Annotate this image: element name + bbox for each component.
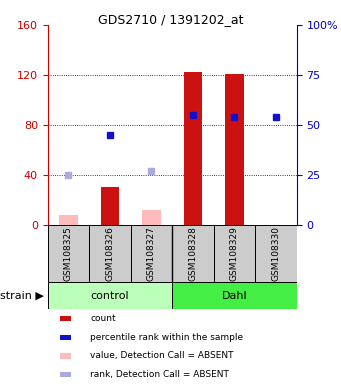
- Bar: [48, 225, 89, 282]
- Text: GSM108328: GSM108328: [189, 226, 197, 281]
- Text: value, Detection Call = ABSENT: value, Detection Call = ABSENT: [90, 351, 234, 361]
- Bar: [131, 225, 172, 282]
- Bar: [172, 225, 214, 282]
- Text: Dahl: Dahl: [222, 291, 247, 301]
- Bar: [60, 353, 71, 359]
- Bar: [172, 282, 297, 309]
- Bar: [214, 225, 255, 282]
- Bar: [101, 187, 119, 225]
- Text: GSM108330: GSM108330: [271, 226, 280, 281]
- Bar: [142, 210, 161, 225]
- Text: GSM108327: GSM108327: [147, 226, 156, 281]
- Text: strain ▶: strain ▶: [0, 291, 44, 301]
- Text: GSM108326: GSM108326: [105, 226, 115, 281]
- Text: rank, Detection Call = ABSENT: rank, Detection Call = ABSENT: [90, 370, 229, 379]
- Text: GDS2710 / 1391202_at: GDS2710 / 1391202_at: [98, 13, 243, 26]
- Text: count: count: [90, 314, 116, 323]
- Bar: [60, 316, 71, 321]
- Bar: [225, 74, 244, 225]
- Text: GSM108329: GSM108329: [230, 226, 239, 281]
- Bar: [60, 334, 71, 340]
- Bar: [60, 372, 71, 377]
- Text: GSM108325: GSM108325: [64, 226, 73, 281]
- Bar: [48, 282, 172, 309]
- Text: control: control: [91, 291, 129, 301]
- Bar: [59, 215, 78, 225]
- Text: percentile rank within the sample: percentile rank within the sample: [90, 333, 243, 342]
- Bar: [183, 73, 202, 225]
- Bar: [255, 225, 297, 282]
- Bar: [89, 225, 131, 282]
